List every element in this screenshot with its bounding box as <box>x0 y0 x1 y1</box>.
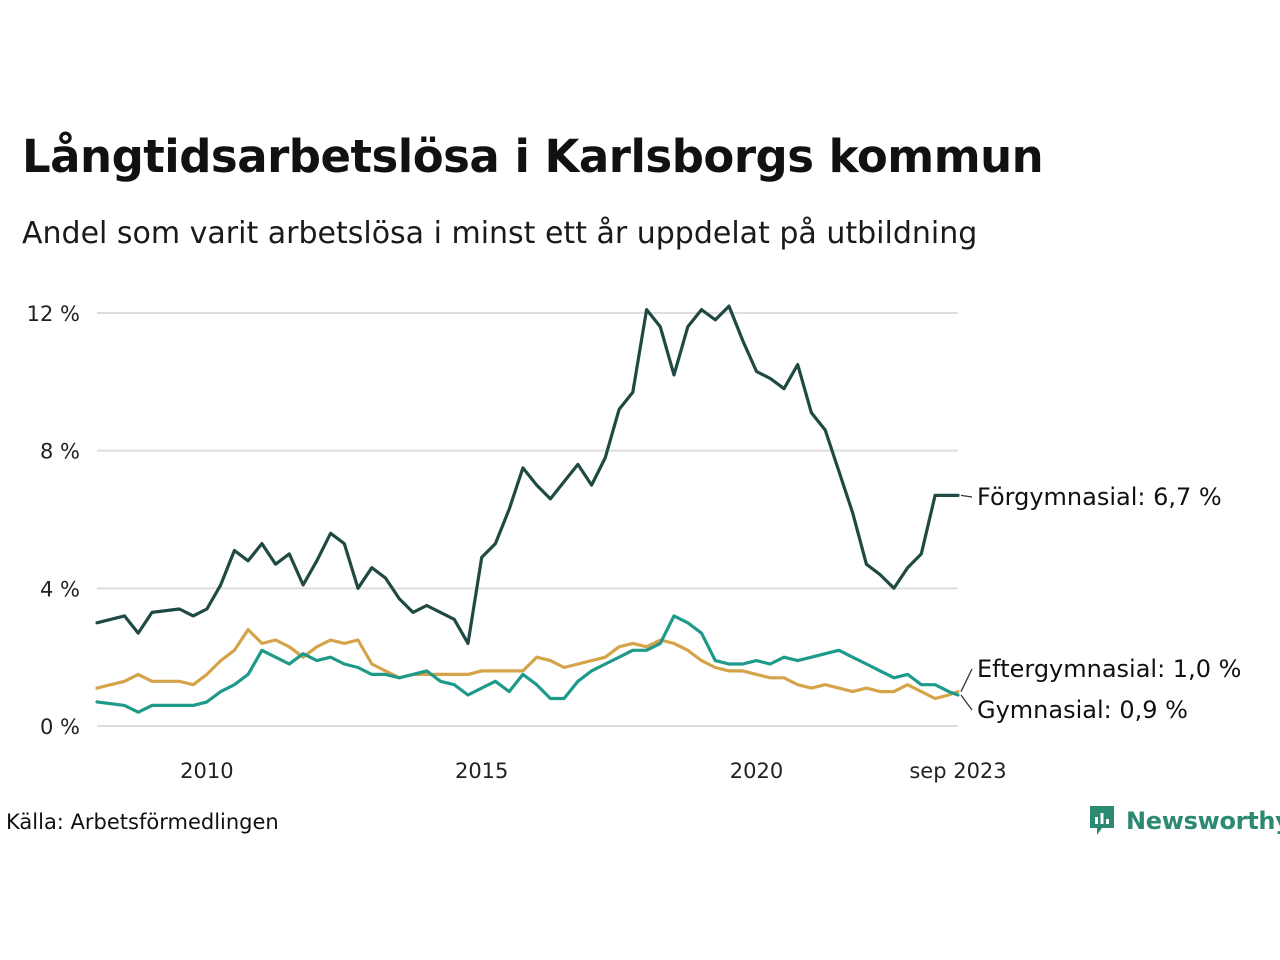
source-note: Källa: Arbetsförmedlingen <box>6 810 279 834</box>
end-label-gymnasial: Gymnasial: 0,9 % <box>977 696 1188 724</box>
y-tick-label: 4 % <box>40 577 80 601</box>
y-tick-label: 8 % <box>40 440 80 464</box>
series-line-gymnasial <box>95 614 960 714</box>
gridlines <box>97 312 958 727</box>
x-tick-label: 2020 <box>730 759 783 783</box>
x-tick-label: 2010 <box>180 759 233 783</box>
label-leader <box>960 668 973 692</box>
end-labels: Förgymnasial: 6,7 % Eftergymnasial: 1,0 %… <box>960 483 1241 724</box>
end-label-eftergymnasial: Eftergymnasial: 1,0 % <box>977 655 1241 683</box>
x-tick-label: sep 2023 <box>909 759 1006 783</box>
newsworthy-logo[interactable]: Newsworthy <box>1088 804 1280 838</box>
newsworthy-logo-icon <box>1088 804 1116 838</box>
label-leader <box>960 694 973 711</box>
line-chart: 0 % 4 % 8 % 12 % 2010 2015 2020 sep 2023 Förgy… <box>27 302 1242 783</box>
series-line-förgymnasial <box>95 304 960 646</box>
y-axis-ticks: 0 % 4 % 8 % 12 % <box>27 302 80 739</box>
end-label-förgymnasial: Förgymnasial: 6,7 % <box>977 483 1222 511</box>
series-line-eftergymnasial <box>95 627 960 701</box>
series-lines <box>95 304 960 714</box>
x-tick-label: 2015 <box>455 759 508 783</box>
label-leader <box>960 494 973 498</box>
newsworthy-logo-text: Newsworthy <box>1126 807 1280 835</box>
chart-title: Långtidsarbetslösa i Karlsborgs kommun <box>22 130 1044 183</box>
y-tick-label: 0 % <box>40 715 80 739</box>
y-tick-label: 12 % <box>27 302 80 326</box>
chart-subtitle: Andel som varit arbetslösa i minst ett å… <box>22 216 978 251</box>
x-axis-ticks: 2010 2015 2020 sep 2023 <box>180 759 1006 783</box>
